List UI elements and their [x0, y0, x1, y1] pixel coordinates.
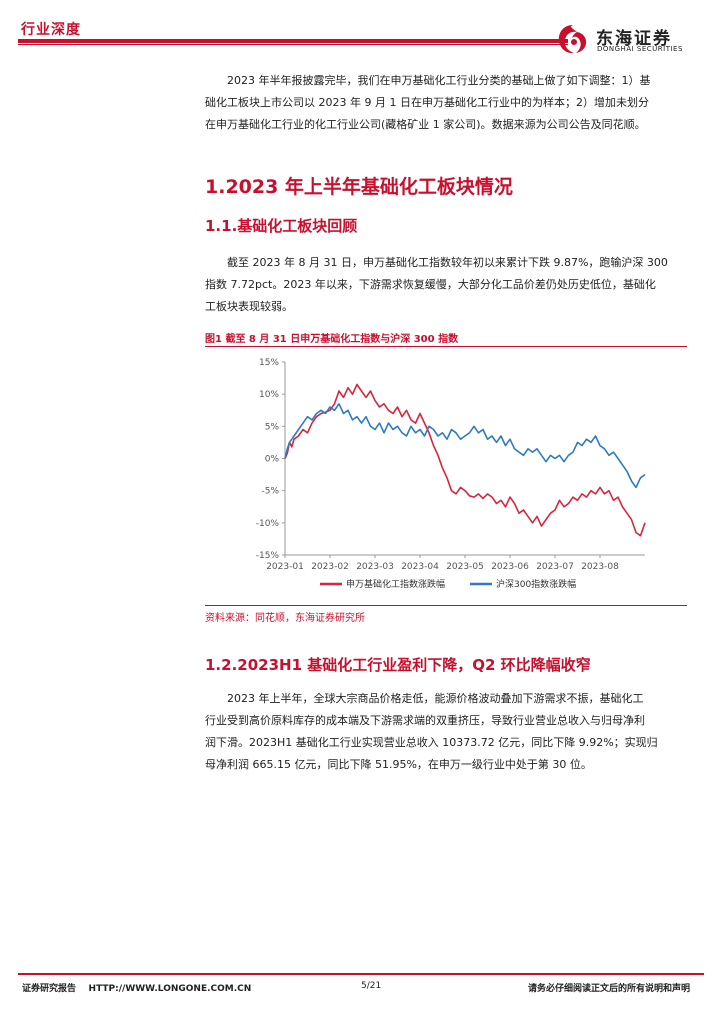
- y-tick-label: 0%: [265, 455, 280, 465]
- intro-line: 在申万基础化工行业的化工行业公司(藏格矿业 1 家公司)。数据来源为公司公告及同…: [205, 118, 646, 131]
- section-1-2-paragraph: 2023 年上半年，全球大宗商品价格走低，能源价格波动叠加下游需求不振，基础化工…: [205, 688, 687, 776]
- section-1-heading: 1.2023 年上半年基础化工板块情况: [205, 176, 513, 198]
- paragraph-line: 2023 年上半年，全球大宗商品价格走低，能源价格波动叠加下游需求不振，基础化工: [227, 692, 644, 705]
- x-tick-label: 2023-05: [446, 562, 484, 572]
- x-tick-label: 2023-04: [401, 562, 439, 572]
- intro-paragraph: 2023 年半年报披露完毕，我们在申万基础化工行业分类的基础上做了如下调整：1）…: [205, 70, 687, 136]
- logo-name-en: DONGHAI SECURITIES: [597, 45, 683, 53]
- paragraph-line: 润下滑。2023H1 基础化工行业实现营业总收入 10373.72 亿元，同比下…: [205, 736, 658, 749]
- legend-label: 申万基础化工指数涨跌幅: [346, 578, 445, 590]
- donghai-logo-icon: [558, 25, 587, 54]
- figure-top-rule: [205, 346, 687, 347]
- header-divider-thin: [18, 44, 568, 45]
- section-1-1-paragraph: 截至 2023 年 8 月 31 日，申万基础化工指数较年初以来累计下跌 9.8…: [205, 252, 687, 318]
- y-tick-label: 15%: [259, 358, 279, 368]
- y-tick-label: 10%: [259, 390, 279, 400]
- series-line-chem: [284, 383, 646, 537]
- paragraph-line: 工板块表现较弱。: [205, 300, 293, 313]
- y-tick-label: -5%: [261, 487, 279, 497]
- header-divider: [18, 39, 568, 43]
- paragraph-line: 指数 7.72pct。2023 年以来，下游需求恢复缓慢，大部分化工品价差仍处历…: [205, 278, 656, 291]
- paragraph-line: 截至 2023 年 8 月 31 日，申万基础化工指数较年初以来累计下跌 9.8…: [227, 256, 668, 269]
- series-line-hs300: [284, 402, 646, 489]
- y-tick-label: -10%: [256, 519, 280, 529]
- intro-line: 础化工板块上市公司以 2023 年 9 月 1 日在申万基础化工行业中的为样本；…: [205, 96, 649, 109]
- footer-left-text: 证券研究报告 HTTP://WWW.LONGONE.COM.CN: [22, 984, 252, 994]
- header-category-tag: 行业深度: [21, 22, 81, 38]
- x-tick-label: 2023-08: [581, 562, 619, 572]
- footer-divider: [18, 973, 704, 975]
- logo-name-cn: 东海证券: [596, 29, 672, 49]
- x-tick-label: 2023-02: [311, 562, 349, 572]
- section-1-1-heading: 1.1.基础化工板块回顾: [205, 217, 358, 235]
- legend-label: 沪深300指数涨跌幅: [496, 578, 576, 590]
- figure-1-source: 资料来源：同花顺，东海证券研究所: [205, 613, 365, 624]
- x-tick-label: 2023-01: [266, 562, 304, 572]
- y-tick-label: 5%: [265, 422, 280, 432]
- x-tick-label: 2023-03: [356, 562, 394, 572]
- paragraph-line: 母净利润 665.15 亿元，同比下降 51.95%，在申万一级行业中处于第 3…: [205, 758, 592, 771]
- x-tick-label: 2023-07: [536, 562, 574, 572]
- figure-bottom-rule: [205, 605, 687, 606]
- paragraph-line: 行业受到高价原料库存的成本端及下游需求端的双重挤压，导致行业营业总收入与归母净利: [205, 714, 645, 727]
- figure-1-title: 图1 截至 8 月 31 日申万基础化工指数与沪深 300 指数: [205, 334, 459, 345]
- intro-line: 2023 年半年报披露完毕，我们在申万基础化工行业分类的基础上做了如下调整：1）…: [227, 74, 651, 87]
- section-1-2-heading: 1.2.2023H1 基础化工行业盈利下降，Q2 环比降幅收窄: [205, 656, 591, 674]
- line-chart: 15% 10% 5% 0% -5% -10% -15%2023-01 2023-02 2023-…: [256, 358, 646, 590]
- page-number: 5/21: [361, 981, 382, 991]
- footer-disclaimer: 请务必仔细阅读正文后的所有说明和声明: [528, 984, 691, 994]
- x-tick-label: 2023-06: [491, 562, 529, 572]
- y-tick-label: -15%: [256, 551, 280, 561]
